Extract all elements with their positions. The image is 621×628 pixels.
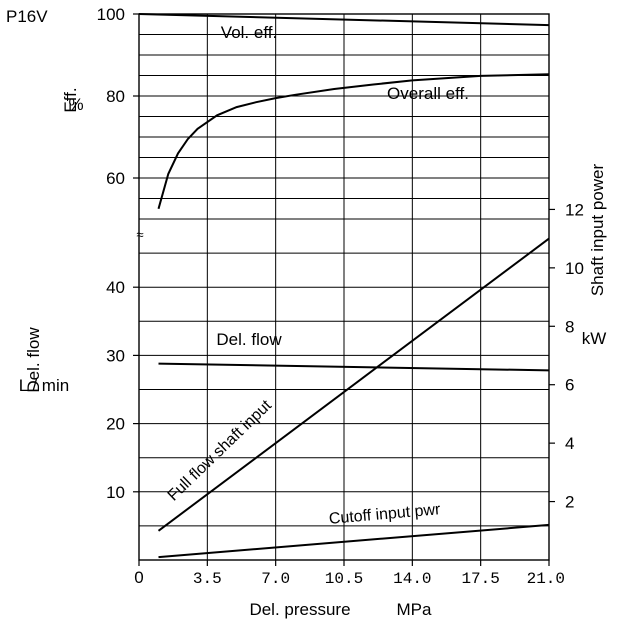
series-line-3 (157, 237, 550, 532)
flow-tick-label: 20 (106, 415, 125, 434)
power-tick-label: 12 (565, 200, 584, 219)
eff-axis-label: Eff. (61, 87, 80, 112)
series-line-1 (157, 73, 550, 210)
series-line-4 (158, 523, 550, 559)
x-axis-label: Del. pressure (249, 600, 350, 619)
flow-tick-label: 40 (106, 278, 125, 297)
grid-lines (139, 14, 549, 560)
power-tick-label: 6 (565, 376, 574, 395)
x-tick-label: 10.5 (325, 570, 363, 588)
model-label: P16V (6, 7, 48, 26)
flow-tick-label: 10 (106, 483, 125, 502)
series-label-del-flow: Del. flow (216, 330, 282, 349)
power-tick-label: 2 (565, 493, 574, 512)
x-tick-label: 0 (134, 568, 143, 587)
tick-labels: 0 3.5 7.0 10.5 14.0 17.5 21.0 60 80 100 10 20 30 40 2 4… (97, 5, 584, 588)
x-tick-label: 3.5 (193, 570, 222, 588)
x-axis-unit: MPa (397, 600, 433, 619)
x-tick-label: 14.0 (393, 570, 431, 588)
power-tick-label: 4 (565, 434, 574, 453)
eff-tick-label: 60 (106, 169, 125, 188)
x-tick-label: 7.0 (261, 570, 290, 588)
series-label-overall-eff: Overall eff. (387, 84, 469, 103)
series-layer (138, 13, 550, 559)
flow-axis-label: Del. flow (24, 327, 43, 393)
series-line-0 (138, 13, 550, 27)
x-tick-label: 17.5 (461, 570, 499, 588)
power-axis-unit: kW (582, 329, 607, 348)
eff-tick-label: 80 (106, 87, 125, 106)
eff-tick-label: 100 (97, 5, 125, 24)
flow-tick-label: 30 (106, 346, 125, 365)
series-line-2 (158, 362, 550, 372)
eff-axis-unit: % (68, 95, 83, 114)
series-label-cutoff-input-pwr: Cutoff input pwr (328, 501, 441, 528)
x-tick-label: 21.0 (527, 570, 565, 588)
series-label-vol-eff: Vol. eff. (221, 23, 277, 42)
power-tick-label: 10 (565, 259, 584, 278)
axis-break-mark: ≈ (136, 227, 143, 242)
power-axis-label: Shaft input power (588, 164, 607, 297)
series-label-full-flow-shaft-input: Full flow shaft input (165, 397, 276, 505)
flow-axis-unit: L / min (19, 376, 69, 395)
power-tick-label: 8 (565, 317, 574, 336)
